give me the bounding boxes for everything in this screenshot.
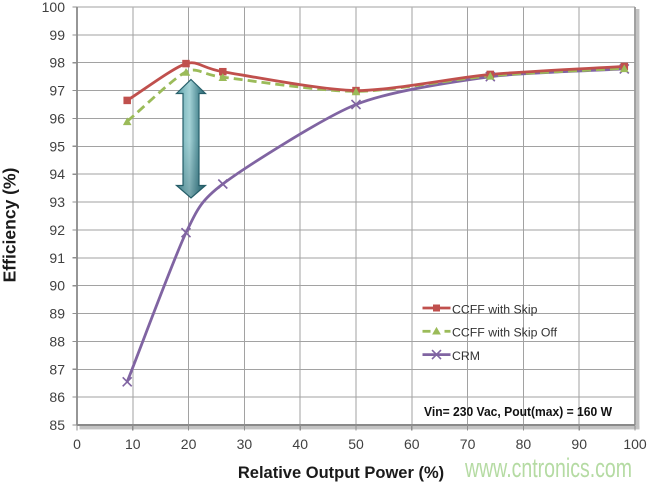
svg-text:0: 0 [73, 436, 81, 452]
svg-text:93: 93 [49, 194, 65, 210]
svg-text:97: 97 [49, 83, 65, 99]
svg-text:10: 10 [125, 436, 141, 452]
svg-text:100: 100 [623, 436, 647, 452]
svg-text:CRM: CRM [452, 349, 480, 363]
svg-text:CCFF with Skip: CCFF with Skip [452, 302, 538, 316]
svg-text:CCFF with Skip Off: CCFF with Skip Off [452, 326, 558, 340]
svg-text:70: 70 [460, 436, 476, 452]
svg-text:90: 90 [571, 436, 587, 452]
svg-text:50: 50 [348, 436, 364, 452]
svg-text:88: 88 [49, 333, 65, 349]
svg-text:89: 89 [49, 306, 65, 322]
svg-text:80: 80 [516, 436, 532, 452]
svg-text:90: 90 [49, 278, 65, 294]
svg-text:94: 94 [49, 166, 65, 182]
svg-text:20: 20 [181, 436, 197, 452]
svg-text:Vin= 230 Vac, Pout(max) = 160: Vin= 230 Vac, Pout(max) = 160 W [424, 405, 612, 419]
svg-text:91: 91 [49, 250, 65, 266]
svg-text:85: 85 [49, 417, 65, 433]
svg-text:99: 99 [49, 27, 65, 43]
svg-text:95: 95 [49, 138, 65, 154]
svg-text:www.cntronics.com: www.cntronics.com [464, 453, 632, 483]
svg-text:100: 100 [42, 0, 66, 15]
svg-text:98: 98 [49, 55, 65, 71]
svg-text:92: 92 [49, 222, 65, 238]
svg-text:87: 87 [49, 361, 65, 377]
svg-text:40: 40 [292, 436, 308, 452]
svg-text:60: 60 [404, 436, 420, 452]
svg-text:86: 86 [49, 389, 65, 405]
svg-text:30: 30 [237, 436, 253, 452]
svg-text:Relative Output Power (%): Relative Output Power (%) [238, 464, 444, 482]
svg-text:96: 96 [49, 111, 65, 127]
svg-text:Efficiency (%): Efficiency (%) [0, 168, 20, 283]
